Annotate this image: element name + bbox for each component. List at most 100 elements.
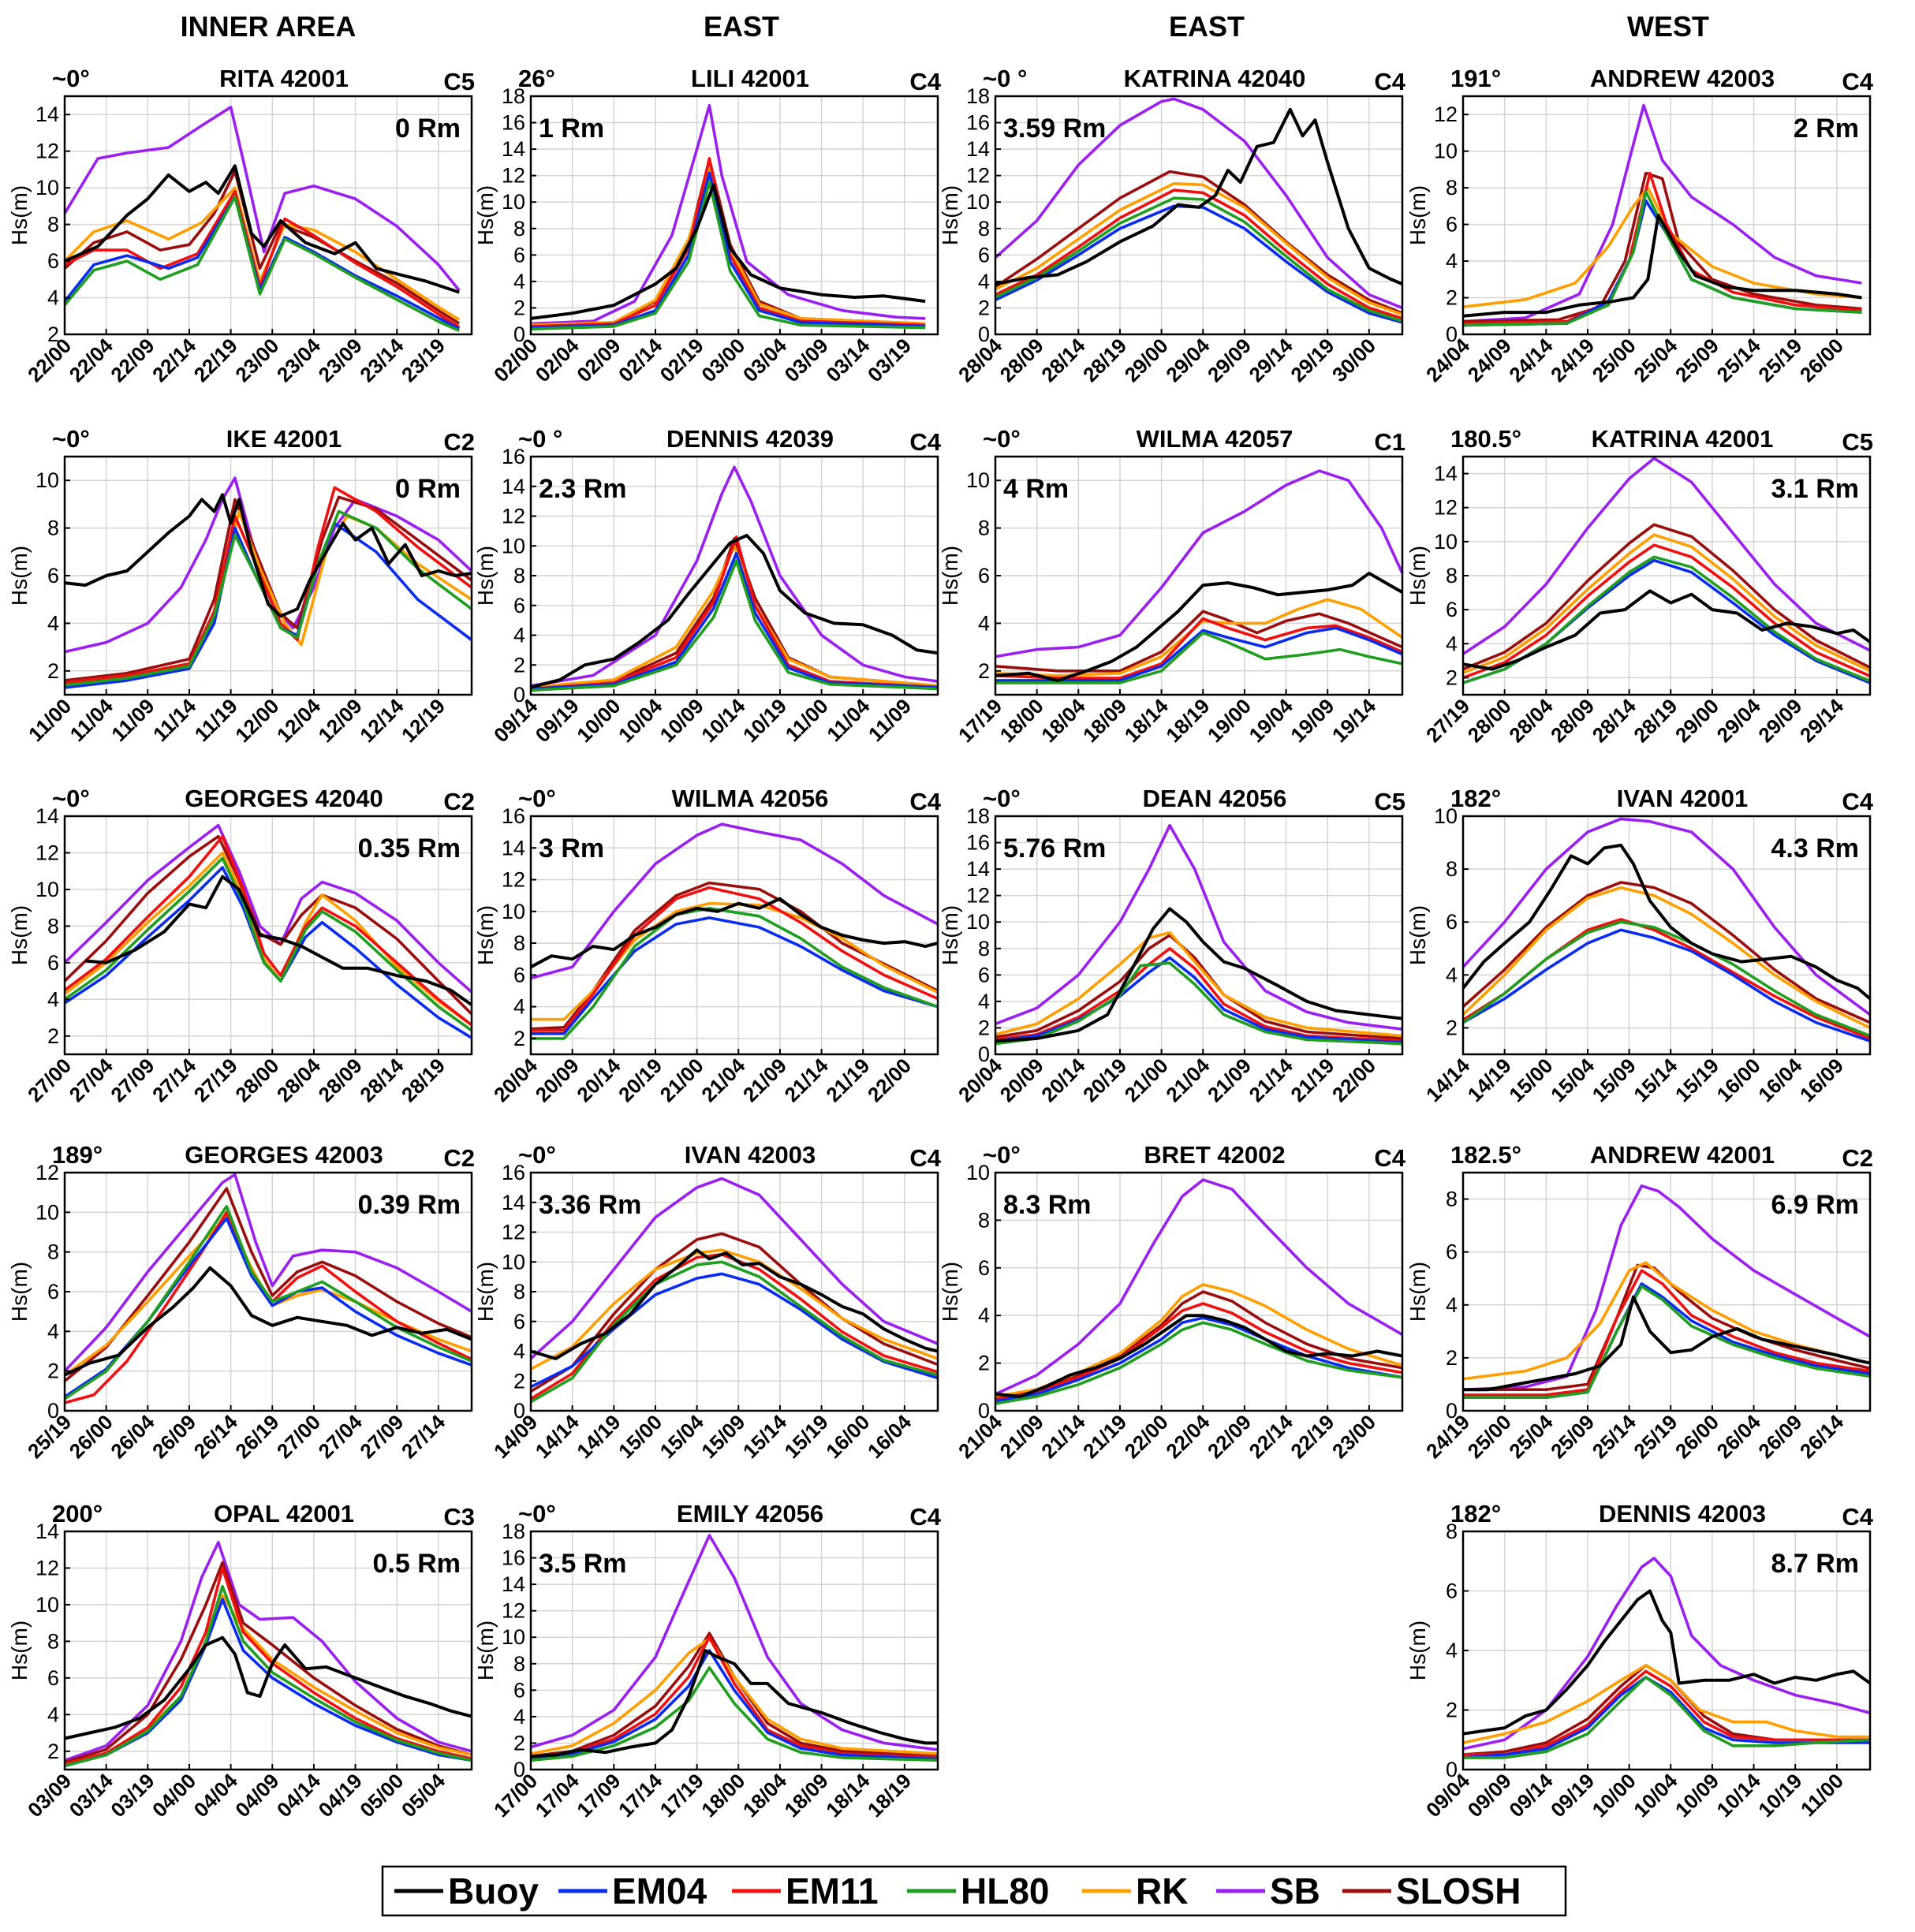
x-tick-label: 05/00	[355, 1769, 408, 1822]
y-tick-label: 12	[502, 1599, 525, 1623]
series-line-em04	[995, 626, 1403, 682]
x-tick-label: 14/14	[1421, 1054, 1475, 1107]
x-tick-label: 03/04	[738, 334, 792, 387]
y-tick-label: 14	[502, 1191, 525, 1214]
series-line-sb	[995, 1178, 1403, 1396]
x-tick-label: 20/19	[1078, 1054, 1131, 1106]
x-tick-label: 28/04	[272, 1054, 326, 1107]
y-tick-label: 10	[502, 1250, 525, 1274]
y-tick-label: 4	[1446, 1293, 1458, 1317]
chart-title: BRET 42002	[1144, 1141, 1285, 1169]
y-tick-label: 2	[513, 653, 525, 677]
chart-title: RITA 42001	[219, 65, 349, 92]
x-tick-label: 19/09	[1286, 694, 1338, 747]
series-line-sb	[1462, 457, 1871, 655]
y-tick-label: 0	[513, 1399, 525, 1423]
x-tick-label: 09/19	[1546, 1769, 1599, 1822]
y-tick-label: 4	[1446, 632, 1458, 655]
series-line-em11	[1463, 1269, 1871, 1397]
x-tick-label: 29/04	[1712, 694, 1766, 748]
series-line-slosh	[530, 881, 939, 1031]
x-tick-label: 10/00	[1588, 1769, 1641, 1822]
axes-frame	[63, 815, 473, 1056]
series-line-hl80	[1463, 1285, 1871, 1399]
series-line-buoy	[1462, 214, 1862, 318]
x-tick-label: 27/04	[314, 1410, 368, 1464]
chart-category: C5	[1842, 428, 1873, 456]
y-tick-label: 0	[978, 1042, 990, 1066]
x-tick-label: 28/14	[355, 1054, 409, 1107]
series-line-hl80	[1461, 920, 1871, 1038]
y-tick-label: 16	[966, 831, 990, 855]
chart-title: LILI 42001	[691, 65, 809, 92]
y-tick-label: 2	[978, 659, 990, 683]
y-axis-label: Hs(m)	[473, 185, 498, 245]
y-tick-label: 8	[47, 1240, 59, 1264]
series-line-sb	[530, 822, 939, 980]
legend-label-sb: SB	[1270, 1870, 1320, 1911]
series-line-em11	[64, 1566, 472, 1766]
y-tick-label: 6	[513, 243, 525, 267]
y-tick-label: 16	[502, 111, 525, 135]
y-tick-label: 10	[502, 534, 525, 558]
series-line-em11	[531, 886, 939, 1032]
axes-frame	[994, 815, 1404, 1056]
x-tick-label: 03/09	[780, 334, 833, 386]
y-tick-label: 10	[35, 176, 59, 200]
y-tick-label: 12	[502, 164, 525, 188]
y-tick-label: 6	[513, 963, 525, 987]
x-tick-label: 23/00	[230, 334, 283, 386]
series-line-slosh	[995, 170, 1403, 315]
chart-rm-label: 0.5 Rm	[373, 1549, 461, 1579]
x-tick-label: 26/00	[1795, 334, 1848, 386]
chart-panel: 2 4 6 8 10 12 14 Hs(m) 27/1928/0028/0428/0928/14…	[1405, 425, 1873, 747]
x-tick-label: 15/09	[1588, 1054, 1641, 1106]
x-tick-label: 04/19	[314, 1769, 367, 1822]
y-tick-label: 6	[47, 951, 59, 975]
series-line-em04	[1462, 928, 1871, 1042]
series-line-rk	[1462, 533, 1871, 674]
chart-panel: 02468Hs(m)24/1925/0025/0425/0925/1425/19…	[1405, 1141, 1873, 1463]
x-tick-label: 18/14	[1120, 694, 1174, 748]
chart-angle: 182°	[1450, 1500, 1501, 1527]
y-tick-label: 14	[502, 475, 525, 498]
chart-rm-label: 4.3 Rm	[1771, 834, 1860, 863]
x-tick-label: 18/19	[863, 1769, 916, 1822]
chart-panel: 024681012Hs(m)25/1926/0026/0426/0926/142…	[7, 1141, 475, 1463]
y-tick-label: 6	[978, 1256, 990, 1280]
y-tick-label: 2	[978, 1016, 990, 1039]
chart-angle: 182.5°	[1450, 1141, 1521, 1169]
x-tick-label: 27/19	[1421, 694, 1474, 747]
chart-rm-label: 3.5 Rm	[539, 1549, 627, 1579]
x-tick-label: 09/09	[1463, 1769, 1516, 1822]
y-tick-label: 16	[502, 1546, 525, 1570]
series-line-em04	[531, 916, 939, 1035]
x-tick-label: 28/09	[995, 334, 1048, 386]
y-tick-label: 12	[35, 841, 59, 864]
series-line-buoy	[995, 572, 1403, 682]
x-tick-label: 11/19	[190, 694, 242, 746]
x-tick-label: 16/04	[1753, 1054, 1807, 1107]
x-tick-label: 10/04	[614, 694, 667, 748]
x-tick-label: 29/00	[1120, 334, 1173, 386]
y-tick-label: 4	[513, 270, 525, 293]
x-tick-label: 11/14	[148, 694, 201, 747]
y-tick-label: 8	[47, 1629, 59, 1653]
x-tick-label: 11/04	[65, 694, 118, 747]
series-line-buoy	[995, 107, 1403, 286]
chart-panel: 024681012141618Hs(m)02/0002/0402/0902/14…	[473, 65, 942, 386]
legend-label-buoy: Buoy	[448, 1870, 539, 1911]
chart-rm-label: 3 Rm	[539, 834, 604, 863]
x-tick-label: 21/04	[696, 1054, 750, 1107]
legend-label-rk: RK	[1136, 1870, 1188, 1911]
x-tick-label: 26/00	[1670, 1410, 1723, 1463]
series-line-buoy	[530, 1649, 938, 1759]
chart-category: C2	[443, 428, 475, 456]
x-tick-label: 18/09	[780, 1769, 833, 1822]
chart-rm-label: 0 Rm	[395, 114, 461, 144]
x-tick-label: 14/14	[531, 1410, 584, 1464]
series-line-em11	[63, 834, 473, 1027]
series-line-rk	[64, 1594, 472, 1766]
y-axis-label: Hs(m)	[1405, 546, 1430, 606]
